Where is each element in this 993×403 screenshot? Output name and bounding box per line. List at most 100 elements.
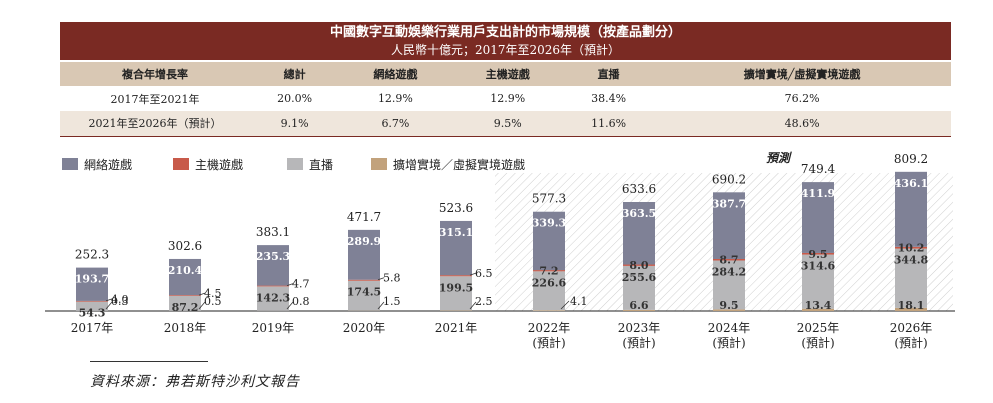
bar-segment (257, 245, 289, 286)
data-label-live: 226.6 (532, 276, 567, 289)
table-cell: 2017年至2021年 (110, 92, 200, 106)
total-label: 471.7 (347, 210, 381, 224)
x-tick-label: 2018年 (164, 321, 207, 335)
x-tick-label: 2021年 (435, 321, 478, 335)
table-cell: 76.2% (784, 92, 820, 105)
bar-segment (440, 220, 472, 276)
x-tick-sublabel: (預計) (712, 335, 745, 350)
data-label-live: 174.5 (347, 286, 381, 299)
data-label-online: 387.7 (712, 197, 746, 210)
data-label-arvr: 18.1 (898, 299, 925, 312)
bar-segment (895, 307, 927, 311)
x-tick-label: 2020年 (343, 321, 386, 335)
total-label: 690.2 (712, 172, 746, 186)
x-tick-label: 2026年 (890, 321, 933, 335)
bar-segment (713, 258, 745, 261)
x-tick-label: 2025年 (797, 321, 840, 335)
leader-line (198, 292, 206, 296)
bar-segment (257, 286, 289, 311)
bar-segment (533, 271, 565, 311)
bar-segment (533, 310, 565, 311)
data-label-console: 4.7 (292, 278, 310, 291)
bar-segment (533, 270, 565, 272)
leader-line (469, 272, 477, 276)
leader-line (377, 277, 385, 281)
data-label-online: 363.5 (622, 207, 656, 220)
data-label-online: 436.1 (894, 177, 928, 190)
total-label: 577.3 (532, 192, 566, 206)
bar-segment (76, 301, 108, 311)
data-label-live: 54.3 (79, 307, 106, 320)
legend-swatch (287, 158, 303, 170)
data-label-online: 193.7 (75, 273, 109, 286)
table-row: 2021年至2026年（預計） 9.1% 6.7% 9.5% 11.6% 48.… (60, 111, 951, 137)
total-label: 749.4 (801, 162, 836, 176)
x-tick-sublabel: (預計) (801, 335, 834, 350)
legend-label: 網絡遊戲 (84, 157, 132, 172)
bar-segment (169, 295, 201, 296)
data-label-console: 7.2 (539, 265, 558, 278)
leader-line (469, 301, 477, 310)
source-divider (90, 361, 208, 362)
data-label-live: 344.8 (894, 254, 929, 267)
bar-segment (802, 254, 834, 309)
data-label-arvr: 0.3 (111, 295, 129, 308)
title-band: 中國數字互動娛樂行業用戶支出計的市場規模（按產品劃分） 人民幣十億元；2017年… (60, 22, 951, 60)
bar-segment (623, 264, 655, 266)
leader-line (105, 298, 113, 302)
cagr-header-cell: 主機遊戲 (451, 62, 564, 86)
data-label-console: 4.0 (111, 293, 129, 306)
bar-segment (348, 229, 380, 280)
bar-segment (895, 171, 927, 247)
total-label: 252.3 (75, 248, 109, 262)
data-label-console: 8.0 (629, 259, 648, 272)
legend-label: 直播 (309, 158, 333, 172)
data-label-live: 284.2 (712, 265, 746, 278)
data-label-console: 8.7 (719, 254, 738, 267)
bar-segment (348, 279, 380, 281)
leader-line (377, 301, 385, 310)
leader-line (198, 301, 206, 310)
leader-line (286, 301, 294, 310)
bar-segment (895, 248, 927, 308)
leader-line (560, 300, 570, 310)
table-row: 2017年至2021年 20.0% 12.9% 12.9% 38.4% 76.2… (60, 86, 951, 111)
bar-segment (713, 192, 745, 259)
cagr-header-cell: 直播 (563, 62, 654, 86)
cagr-header-cell: 擴增實境╱虛擬實境遊戲 (653, 62, 951, 86)
cagr-header-cell: 複合年增長率 (60, 62, 250, 86)
data-label-live: 87.2 (172, 301, 199, 314)
table-cell: 12.9% (377, 92, 413, 105)
chart-title: 中國數字互動娛樂行業用戶支出計的市場規模（按產品劃分） (329, 25, 681, 40)
data-label-console: 10.2 (898, 242, 925, 255)
table-cell: 2021年至2026年（預計） (60, 111, 250, 137)
x-tick-label: 2017年 (71, 321, 114, 335)
bar-segment (257, 285, 289, 287)
data-label-console: 6.5 (475, 267, 493, 280)
data-label-console: 9.5 (808, 248, 827, 261)
data-label-online: 411.9 (801, 187, 835, 200)
bar-segment (169, 258, 201, 296)
bar-segment (802, 182, 834, 253)
bar-segment (440, 276, 472, 311)
x-tick-label: 2019年 (252, 321, 295, 335)
cagr-header-cell: 總計 (250, 62, 340, 86)
leader-line (105, 301, 113, 310)
chart-subtitle: 人民幣十億元；2017年至2026年（預計） (390, 43, 621, 57)
bar-segment (623, 202, 655, 265)
bar-segment (348, 280, 380, 311)
cagr-header-row: 複合年增長率 總計 網絡遊戲 主機遊戲 直播 擴增實境╱虛擬實境遊戲 (60, 62, 951, 86)
table-cell: 9.5% (451, 111, 564, 137)
total-label: 383.1 (256, 225, 290, 239)
data-label-online: 289.9 (347, 235, 381, 248)
total-label: 809.2 (894, 152, 928, 166)
data-label-arvr: 0.8 (292, 295, 310, 308)
data-label-arvr: 6.6 (629, 299, 648, 312)
total-label: 302.6 (168, 239, 202, 253)
x-tick-sublabel: (預計) (622, 335, 655, 350)
data-label-console: 5.8 (383, 272, 401, 285)
data-label-arvr: 1.5 (383, 295, 401, 308)
x-tick-label: 2024年 (708, 321, 751, 335)
total-label: 633.6 (622, 182, 656, 196)
table-cell: 9.1% (250, 111, 340, 137)
